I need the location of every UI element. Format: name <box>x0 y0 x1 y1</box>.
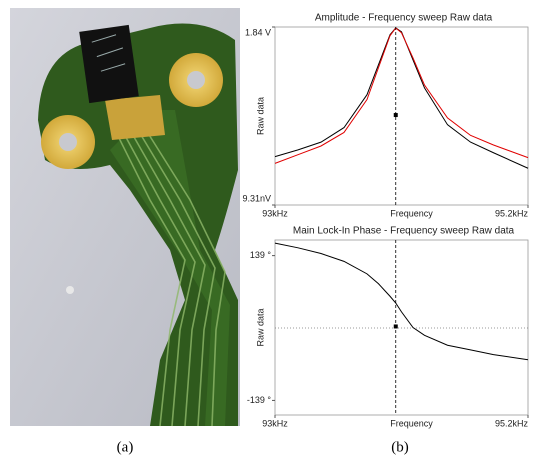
caption: (a) <box>117 439 134 455</box>
y-tick-label: 139 ° <box>250 250 272 260</box>
cursor-marker <box>393 113 398 118</box>
x-tick-label: 93kHz <box>262 418 288 428</box>
y-tick-label: 1.84 V <box>245 27 271 37</box>
chart-title: Amplitude - Frequency sweep Raw data <box>315 13 493 24</box>
caption: (b) <box>391 439 409 455</box>
y-axis-label: Raw data <box>255 97 265 135</box>
y-axis-label: Raw data <box>255 308 265 346</box>
plot-area <box>274 26 529 206</box>
photo <box>10 8 240 427</box>
data-line <box>274 242 529 361</box>
cursor-marker <box>393 324 398 329</box>
y-tick-label: -139 ° <box>247 395 272 405</box>
x-axis-label: Frequency <box>390 208 433 218</box>
y-tick-label: 9.31nV <box>242 193 271 203</box>
x-tick-label: 95.2kHz <box>495 208 529 218</box>
chart-title: Main Lock-In Phase - Frequency sweep Raw… <box>293 226 515 237</box>
plot-area <box>274 239 529 416</box>
x-tick-label: 93kHz <box>262 208 288 218</box>
x-tick-label: 95.2kHz <box>495 418 529 428</box>
x-axis-label: Frequency <box>390 418 433 428</box>
